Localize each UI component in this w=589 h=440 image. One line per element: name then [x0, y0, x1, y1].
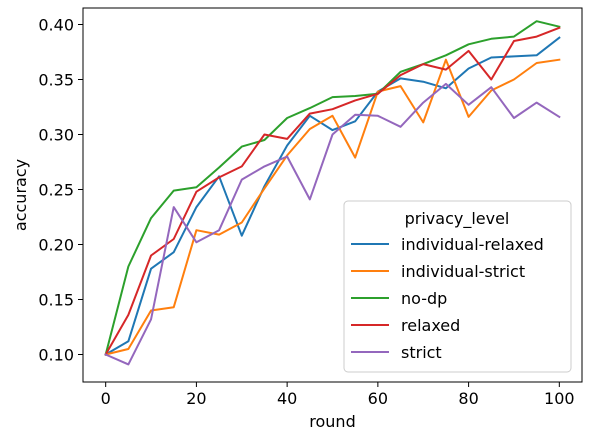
x-tick-label: 20 [186, 389, 206, 408]
y-axis-label: accuracy [11, 159, 30, 231]
y-tick-label: 0.35 [38, 71, 74, 90]
x-axis: 0 20 40 60 80 100 [101, 382, 575, 408]
legend-label-individual-relaxed: individual-relaxed [401, 235, 544, 254]
series-line-individual-strict [104, 58, 561, 356]
y-tick-label: 0.30 [38, 126, 74, 145]
legend-label-relaxed: relaxed [401, 316, 460, 335]
y-tick-label: 0.10 [38, 346, 74, 365]
x-tick-label: 80 [458, 389, 478, 408]
x-tick-label: 0 [101, 389, 111, 408]
legend-title: privacy_level [405, 209, 510, 229]
plot-frame [82, 7, 583, 383]
series-line-no-dp [104, 20, 561, 356]
series-layer [104, 20, 561, 366]
y-axis: 0.10 0.15 0.20 0.25 0.30 0.35 0.40 [38, 16, 83, 365]
legend-label-no-dp: no-dp [401, 289, 447, 308]
y-tick-label: 0.20 [38, 236, 74, 255]
legend-label-strict: strict [401, 343, 442, 362]
series-line-individual-relaxed [104, 36, 561, 356]
series-line-relaxed [104, 26, 561, 356]
y-tick-label: 0.25 [38, 181, 74, 200]
legend-box [343, 200, 572, 373]
x-tick-label: 60 [368, 389, 388, 408]
y-tick-label: 0.40 [38, 16, 74, 35]
legend-label-individual-strict: individual-strict [401, 262, 525, 281]
y-tick-label: 0.15 [38, 291, 74, 310]
x-tick-label: 40 [277, 389, 297, 408]
legend-items: individual-relaxed individual-strict no-dp… [351, 235, 544, 362]
legend: privacy_level individual-relaxedindividu… [343, 200, 572, 373]
x-axis-label: round [309, 412, 355, 431]
x-tick-label: 100 [544, 389, 575, 408]
series-line-strict [104, 82, 561, 366]
